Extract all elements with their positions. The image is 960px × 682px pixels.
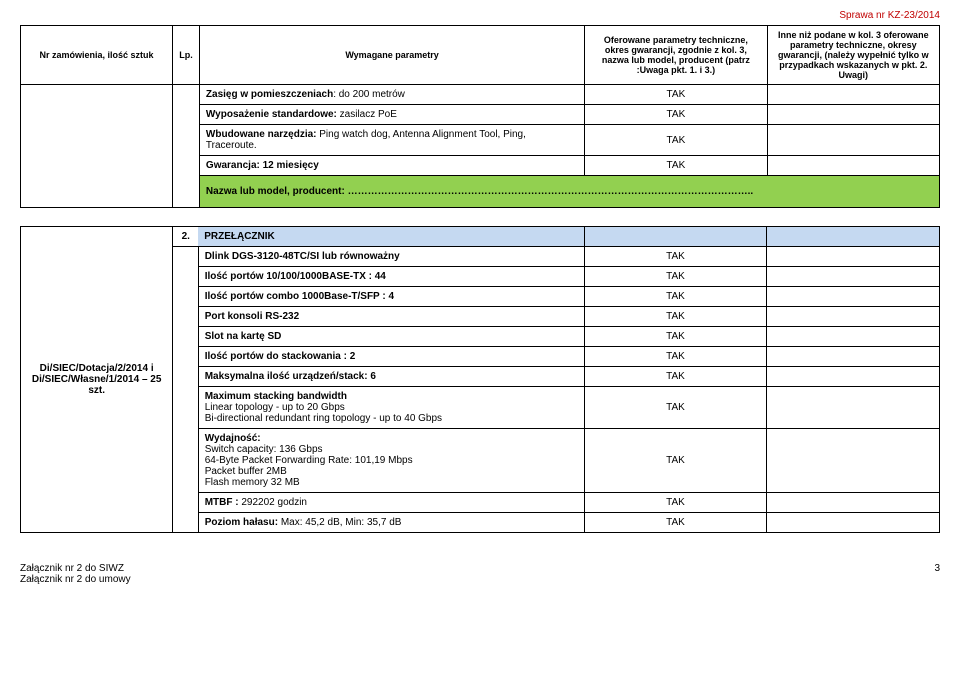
val-cell: TAK xyxy=(584,493,767,513)
param-bold: Poziom hałasu: xyxy=(205,517,278,528)
case-number: Sprawa nr KZ-23/2014 xyxy=(20,10,940,21)
device-bold: Dlink DGS-3120-48TC/SI lub równoważny xyxy=(205,251,400,262)
param-cell: Wydajność:Switch capacity: 136 Gbps64-By… xyxy=(198,429,584,493)
param-bold: Gwarancja: 12 miesięcy xyxy=(206,160,319,171)
param-cell: Wbudowane narzędzia: Ping watch dog, Ant… xyxy=(199,125,584,156)
val-cell: TAK xyxy=(584,387,767,429)
val-cell: TAK xyxy=(585,105,767,125)
hdr-col3: Wymagane parametry xyxy=(199,26,584,85)
param-bold: Wyposażenie standardowe: xyxy=(206,109,337,120)
hdr-col2: Lp. xyxy=(173,26,200,85)
param-bold: MTBF : xyxy=(205,497,239,508)
val-cell: TAK xyxy=(584,327,767,347)
val-cell: TAK xyxy=(584,513,767,533)
order-cell-empty xyxy=(21,85,173,208)
other-cell xyxy=(767,85,939,105)
val-cell: TAK xyxy=(584,429,767,493)
param-cell: Ilość portów combo 1000Base-T/SFP : 4 xyxy=(198,287,584,307)
model-producer-row: Nazwa lub model, producent: ………………………………… xyxy=(199,176,939,208)
param-cell: Slot na kartę SD xyxy=(198,327,584,347)
param-cell: Ilość portów 10/100/1000BASE-TX : 44 xyxy=(198,267,584,287)
param-bold: Wydajność: xyxy=(205,433,261,444)
other-cell xyxy=(767,367,940,387)
other-cell xyxy=(767,267,940,287)
param-bold: Slot na kartę SD xyxy=(205,331,282,342)
other-cell xyxy=(767,105,939,125)
val-cell: TAK xyxy=(584,347,767,367)
hdr-col1: Nr zamówienia, ilość sztuk xyxy=(21,26,173,85)
other-cell xyxy=(767,387,940,429)
param-bold: Ilość portów 10/100/1000BASE-TX : 44 xyxy=(205,271,386,282)
val-cell: TAK xyxy=(585,125,767,156)
hdr-col5: Inne niż podane w kol. 3 oferowane param… xyxy=(767,26,939,85)
param-bold: Maksymalna ilość urządzeń/stack: 6 xyxy=(205,371,376,382)
other-cell xyxy=(767,125,939,156)
param-cell: MTBF : 292202 godzin xyxy=(198,493,584,513)
other-cell xyxy=(767,347,940,367)
page-number: 3 xyxy=(934,563,940,585)
device-val: TAK xyxy=(584,247,767,267)
other-cell xyxy=(767,327,940,347)
param-bold: Maximum stacking bandwidth xyxy=(205,391,347,402)
device-other xyxy=(767,247,940,267)
section-title-val xyxy=(584,227,767,247)
param-cell: Wyposażenie standardowe: zasilacz PoE xyxy=(199,105,584,125)
hdr-col4: Oferowane parametry techniczne, okres gw… xyxy=(585,26,767,85)
lp-cell: 2. xyxy=(173,227,198,247)
param-bold: Zasięg w pomieszczeniach xyxy=(206,89,333,100)
param-cell: Port konsoli RS-232 xyxy=(198,307,584,327)
val-cell: TAK xyxy=(584,367,767,387)
param-bold: Ilość portów do stackowania : 2 xyxy=(205,351,356,362)
section-title: PRZEŁĄCZNIK xyxy=(198,227,584,247)
lp-blank xyxy=(173,247,198,533)
device-cell: Dlink DGS-3120-48TC/SI lub równoważny xyxy=(198,247,584,267)
other-cell xyxy=(767,429,940,493)
section-title-other xyxy=(767,227,940,247)
param-cell: Poziom hałasu: Max: 45,2 dB, Min: 35,7 d… xyxy=(198,513,584,533)
other-cell xyxy=(767,287,940,307)
param-cell: Ilość portów do stackowania : 2 xyxy=(198,347,584,367)
footer-attachment-1: Załącznik nr 2 do SIWZ xyxy=(20,563,131,574)
other-cell xyxy=(767,513,940,533)
val-cell: TAK xyxy=(584,287,767,307)
order-id-cell: Di/SIEC/Dotacja/2/2014 i Di/SIEC/Własne/… xyxy=(21,227,173,533)
param-bold: Ilość portów combo 1000Base-T/SFP : 4 xyxy=(205,291,394,302)
top-table: Nr zamówienia, ilość sztuk Lp. Wymagane … xyxy=(20,25,940,208)
param-cell: Maksymalna ilość urządzeń/stack: 6 xyxy=(198,367,584,387)
param-cell: Maximum stacking bandwidthLinear topolog… xyxy=(198,387,584,429)
val-cell: TAK xyxy=(585,85,767,105)
section2-table: Di/SIEC/Dotacja/2/2014 i Di/SIEC/Własne/… xyxy=(20,226,940,533)
param-bold: Wbudowane narzędzia: xyxy=(206,129,317,140)
other-cell xyxy=(767,493,940,513)
val-cell: TAK xyxy=(584,307,767,327)
param-bold: Port konsoli RS-232 xyxy=(205,311,299,322)
footer-attachment-2: Załącznik nr 2 do umowy xyxy=(20,574,131,585)
param-cell: Zasięg w pomieszczeniach: do 200 metrów xyxy=(199,85,584,105)
other-cell xyxy=(767,307,940,327)
other-cell xyxy=(767,156,939,176)
lp-cell-empty xyxy=(173,85,200,208)
param-cell: Gwarancja: 12 miesięcy xyxy=(199,156,584,176)
val-cell: TAK xyxy=(585,156,767,176)
page-footer: Załącznik nr 2 do SIWZ Załącznik nr 2 do… xyxy=(20,563,940,585)
val-cell: TAK xyxy=(584,267,767,287)
